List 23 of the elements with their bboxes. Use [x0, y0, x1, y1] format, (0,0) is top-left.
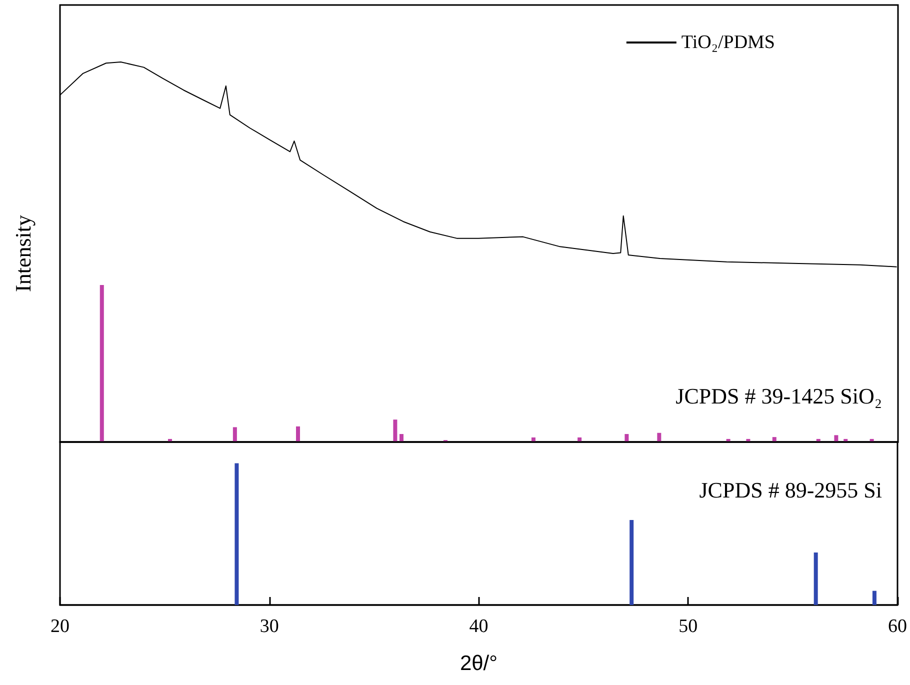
bar [624, 434, 629, 442]
x-tick-label: 20 [50, 616, 70, 637]
bar [393, 420, 398, 442]
bar [814, 552, 818, 605]
bar [657, 432, 662, 442]
series-label: JCPDS # 39-1425 SiO₂ [676, 384, 882, 408]
bar [872, 590, 876, 605]
x-axis-title: 2θ/° [460, 652, 498, 675]
bar [100, 285, 104, 442]
bar [232, 427, 237, 442]
y-axis-title: Intensity [10, 214, 36, 292]
x-tick-label: 50 [678, 616, 698, 637]
x-tick-label: 60 [888, 616, 907, 637]
bar [296, 426, 300, 442]
x-tick-label: 40 [469, 616, 488, 637]
bar [834, 435, 838, 442]
text: JCPDS # 89-2955 Si [699, 478, 882, 502]
bar [630, 520, 634, 605]
bar [772, 437, 776, 442]
legend-label: TiO₂/PDMS [681, 32, 776, 53]
bar [234, 463, 239, 605]
bar [399, 434, 404, 442]
x-tick-label: 30 [260, 616, 279, 637]
